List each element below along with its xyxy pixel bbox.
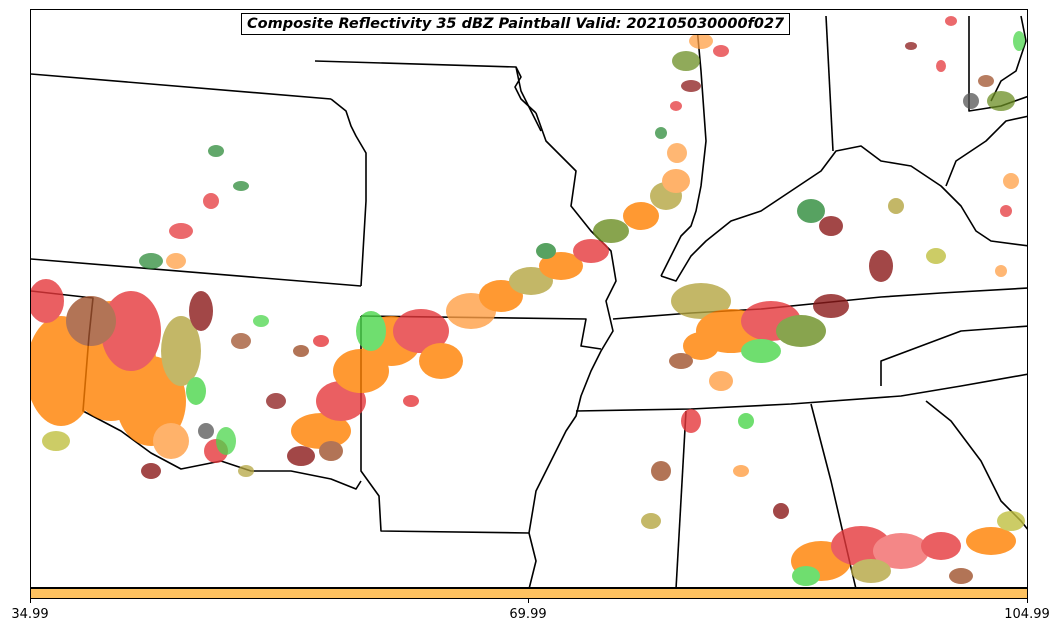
colorbar-tick xyxy=(528,599,529,603)
reflectivity-paintball xyxy=(31,16,1025,586)
colorbar-tick-label-max: 104.99 xyxy=(1004,607,1050,622)
map-canvas xyxy=(31,15,1027,587)
colorbar xyxy=(30,588,1028,599)
colorbar-tick-label-min: 34.99 xyxy=(11,607,49,622)
state-borders xyxy=(31,15,1027,587)
colorbar-tick-label-mid: 69.99 xyxy=(509,607,547,622)
map-panel xyxy=(30,9,1028,588)
map-title: Composite Reflectivity 35 dBZ Paintball … xyxy=(241,13,791,35)
colorbar-tick xyxy=(30,599,31,603)
colorbar-tick xyxy=(1027,599,1028,603)
